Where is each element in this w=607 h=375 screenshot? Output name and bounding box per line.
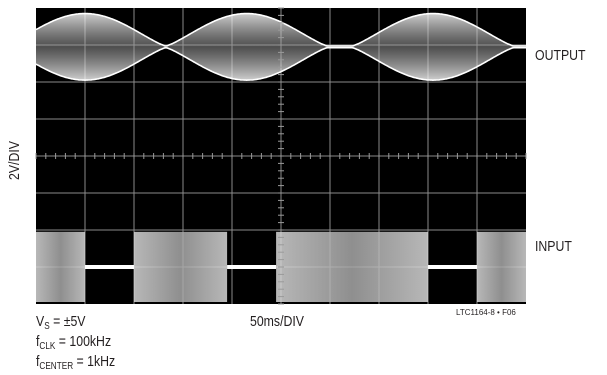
output-trace-label: OUTPUT (535, 47, 586, 64)
input-baseline (428, 265, 477, 269)
output-lower-edge (35, 46, 526, 82)
condition-center-freq: fCENTER = 1kHz (36, 354, 115, 372)
output-upper-edge (35, 12, 526, 47)
input-baseline (227, 265, 277, 269)
condition-supply: VS = ±5V (36, 314, 86, 332)
condition-center-freq-subscript: CENTER (39, 361, 74, 372)
input-baseline (85, 265, 134, 269)
condition-center-freq-value: = 1kHz (73, 353, 116, 370)
input-burst (477, 231, 526, 302)
input-trace (36, 231, 526, 302)
condition-clock-subscript: CLK (39, 341, 56, 352)
x-axis-label: 50ms/DIV (250, 313, 305, 330)
figure-id: LTC1164-8 • F06 (456, 308, 516, 317)
condition-clock-symbol: f (36, 333, 40, 350)
y-axis-label: 2V/DIV (6, 141, 23, 180)
input-burst (134, 231, 228, 302)
center-axis-ticks (35, 7, 527, 305)
condition-center-freq-symbol: f (36, 353, 40, 370)
condition-supply-subscript: S (44, 321, 50, 332)
condition-supply-value: = ±5V (49, 313, 86, 330)
output-trace (35, 12, 526, 82)
output-envelope (36, 13, 526, 81)
input-burst (276, 231, 428, 302)
condition-clock-value: = 100kHz (55, 333, 112, 350)
condition-supply-symbol: V (36, 313, 45, 330)
input-burst (36, 231, 85, 302)
condition-clock: fCLK = 100kHz (36, 334, 111, 352)
input-trace-label: INPUT (535, 238, 572, 255)
